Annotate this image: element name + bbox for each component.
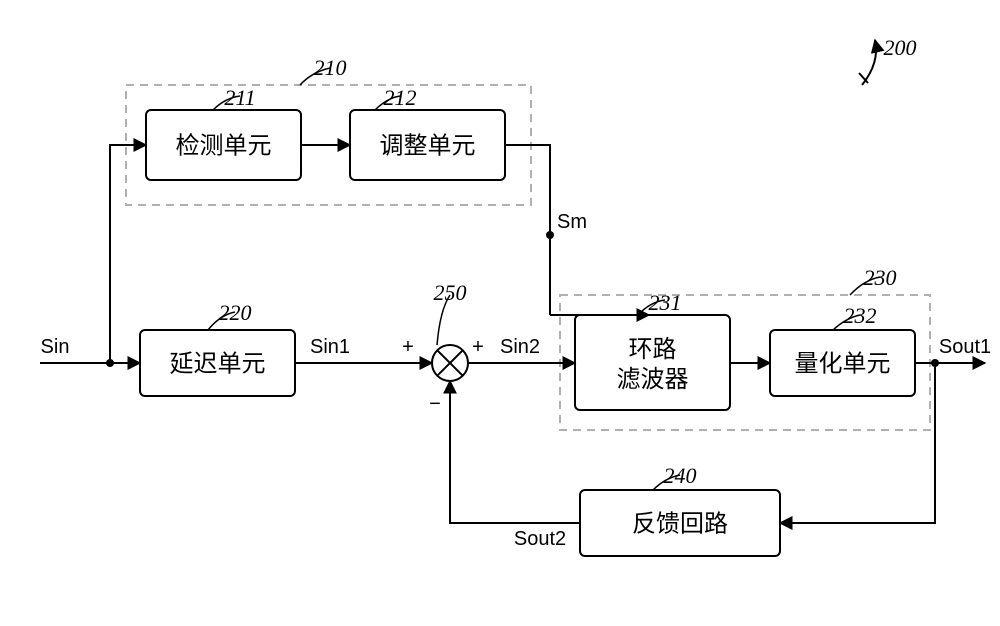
block-quant-label: 量化单元 — [795, 350, 891, 377]
sum-plus-right: + — [472, 336, 484, 358]
block-adjust-ref: 212 — [384, 85, 417, 110]
block-filter-label1: 环路 — [629, 336, 677, 363]
node-0 — [106, 359, 114, 367]
block-filter-ref: 231 — [649, 290, 682, 315]
signal-Sm: Sm — [557, 211, 587, 233]
block-detect-label: 检测单元 — [176, 132, 272, 159]
sum-minus: − — [429, 393, 441, 415]
sum-plus-left: + — [402, 336, 414, 358]
block-delay-label: 延迟单元 — [170, 350, 266, 377]
signal-Sin: Sin — [41, 336, 70, 358]
wire-1 — [110, 145, 146, 363]
signal-Sin1: Sin1 — [310, 336, 350, 358]
block-detect-ref: 211 — [224, 85, 255, 110]
signal-Sin2: Sin2 — [500, 336, 540, 358]
group-top-ref: 210 — [314, 55, 347, 80]
signal-Sout2: Sout2 — [514, 528, 566, 550]
figure-ref: 200 — [884, 35, 917, 60]
node-2 — [931, 359, 939, 367]
block-diagram: 检测单元211调整单元212延迟单元220环路滤波器231量化单元232反馈回路… — [0, 0, 1000, 626]
signal-Sout1: Sout1 — [939, 336, 991, 358]
block-filter-label2: 滤波器 — [617, 366, 689, 393]
summing-ref: 250 — [434, 280, 467, 305]
node-1 — [546, 231, 554, 239]
block-feedback-label: 反馈回路 — [632, 510, 728, 537]
block-adjust-label: 调整单元 — [380, 132, 476, 159]
wire-3 — [505, 145, 550, 315]
